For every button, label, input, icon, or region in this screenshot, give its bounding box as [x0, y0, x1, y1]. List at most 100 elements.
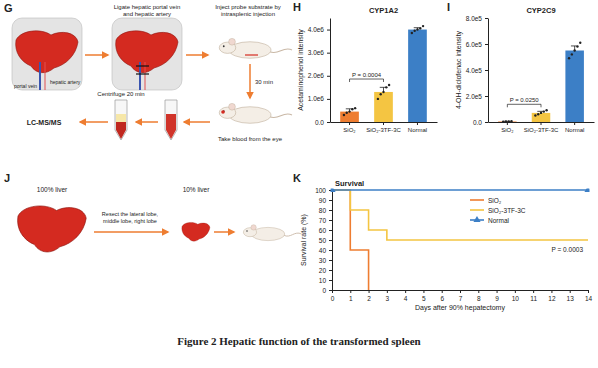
mouse — [219, 103, 292, 123]
tick: 8.0e5 — [466, 15, 488, 22]
tick-label: 2 — [367, 295, 371, 302]
tick-label: 0.0 — [315, 119, 324, 126]
tick-label: 50 — [319, 237, 327, 244]
tick-label: 1 — [349, 295, 353, 302]
tick-label: 11 — [530, 295, 537, 302]
arrow — [85, 54, 108, 56]
tube — [165, 100, 177, 140]
y-axis-title: Survival rate (%) — [300, 214, 308, 266]
tick-label: 2.0e6 — [308, 72, 325, 79]
tick: 0.0 — [315, 119, 330, 126]
tick-label: 4.0e6 — [308, 26, 325, 33]
tick: 6 — [440, 290, 444, 302]
tick-label: 40 — [319, 247, 327, 254]
data-point — [413, 30, 415, 32]
tick: 1.0e6 — [308, 95, 330, 102]
tick: 0.0 — [473, 119, 488, 126]
tick-mark — [329, 250, 332, 251]
tick-mark — [329, 220, 332, 221]
tick-mark — [327, 99, 330, 100]
tick-label: SiO₂ — [501, 127, 514, 133]
tick-label: 60 — [319, 227, 327, 234]
tick-mark — [369, 290, 370, 293]
tick-label: 80 — [319, 207, 327, 214]
data-point — [346, 112, 348, 114]
step-label: Centrifuge 20 min — [97, 91, 144, 97]
mouse-ear — [251, 225, 256, 230]
step-label: 30 min — [255, 79, 273, 85]
x-axis: SiO₂SiO₂-3TF-3CNormal — [489, 122, 595, 133]
tick-mark — [329, 260, 332, 261]
tick-mark — [515, 290, 516, 293]
tick: 10 — [512, 290, 520, 302]
tick-mark — [350, 290, 351, 293]
tick-mark — [485, 18, 488, 19]
tick-label: 0 — [331, 295, 335, 302]
data-point — [576, 45, 578, 47]
mouse-ear — [229, 103, 236, 110]
y-axis: 0102030405060708090100 — [315, 187, 332, 294]
arrow — [214, 231, 234, 233]
tick: 5 — [422, 290, 426, 302]
tick-mark — [383, 122, 384, 125]
tick: 13 — [567, 290, 575, 302]
axis-line — [330, 19, 331, 123]
tick: SiO₂-3TF-3C — [524, 122, 559, 133]
torso — [12, 18, 82, 90]
tick: 8 — [477, 290, 481, 302]
data-point — [416, 28, 418, 30]
tick-mark — [485, 96, 488, 97]
data-point — [543, 110, 545, 112]
significance-bracket — [507, 104, 541, 107]
tick-label: 0 — [322, 287, 326, 294]
tick: 14 — [585, 290, 593, 302]
data-point — [422, 25, 424, 27]
tick: 50 — [319, 237, 332, 244]
survival-line — [332, 189, 588, 191]
step-label: Take blood from the eye — [218, 136, 283, 142]
axis-line — [488, 19, 489, 123]
ligature — [136, 65, 149, 66]
tick-label: 2.0e5 — [466, 93, 483, 100]
panel-label: K — [293, 172, 301, 184]
hepatic-artery-icon — [45, 62, 46, 90]
tick-label: 4 — [404, 295, 408, 302]
arrow — [80, 121, 108, 123]
blood — [166, 114, 176, 139]
y-axis: 0.02.0e54.0e56.0e58.0e5 — [466, 15, 489, 126]
tick: 40 — [319, 247, 332, 254]
legend-swatch — [470, 199, 484, 201]
data-point — [380, 93, 382, 95]
tick: 0 — [331, 290, 335, 302]
data-point — [510, 120, 512, 122]
tick-label: 3 — [386, 295, 390, 302]
tick-mark — [417, 122, 418, 125]
tick-mark — [551, 290, 552, 293]
bar — [408, 30, 427, 122]
arrow — [186, 54, 208, 56]
step-label: Inject probe substrate by — [215, 4, 281, 10]
arrow — [94, 231, 168, 233]
legend-label: SiO₂-3TF-3C — [488, 207, 526, 214]
tick: 3 — [386, 290, 390, 302]
tick-label: 0.0 — [473, 119, 482, 126]
tick-label: 13 — [567, 295, 575, 302]
tick-mark — [485, 70, 488, 71]
tick-mark — [485, 122, 488, 123]
tick-label: 8.0e5 — [466, 15, 483, 22]
step-label: and hepatic artery — [123, 11, 171, 17]
panel: 0123456789101112131401020304050607080901… — [293, 172, 592, 312]
data-point — [545, 109, 547, 111]
error-bar — [504, 121, 511, 122]
tick: 6.0e5 — [466, 41, 488, 48]
data-point — [411, 32, 413, 34]
tick: 80 — [319, 207, 332, 214]
mouse — [243, 225, 301, 241]
tick: Normal — [408, 122, 427, 133]
mouse-tail — [284, 233, 302, 236]
tube — [115, 100, 127, 140]
tick-label: 9 — [495, 295, 499, 302]
bar — [532, 113, 551, 122]
tick-mark — [327, 53, 330, 54]
mouse-tail — [270, 114, 293, 118]
